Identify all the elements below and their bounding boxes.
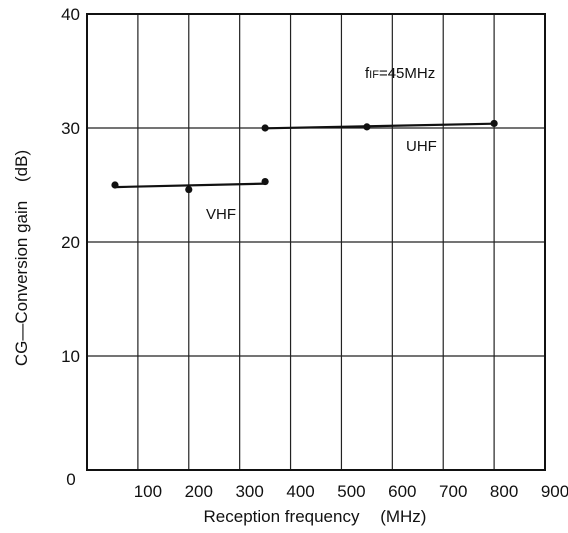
y-tick-label: 20 (61, 233, 80, 252)
x-tick-label: 700 (439, 482, 467, 501)
series-layer: VHF UHF (111, 119, 498, 223)
data-point (490, 119, 498, 128)
if-frequency-symbol: f (365, 65, 370, 82)
series-uhf: UHF (261, 119, 498, 155)
x-tick-label: 800 (490, 482, 518, 501)
x-tick-label: 200 (185, 482, 213, 501)
if-frequency-value: =45MHz (379, 65, 435, 82)
data-point (185, 185, 193, 194)
series-label-uhf: UHF (406, 138, 437, 155)
series-vhf: VHF (111, 177, 269, 223)
data-point (261, 124, 269, 132)
plot-frame (86, 13, 546, 471)
series-line-vhf (114, 182, 266, 189)
series-line-uhf (265, 122, 495, 130)
series-label-vhf: VHF (206, 206, 236, 223)
if-frequency-annotation: fIF=45MHz (365, 65, 435, 82)
y-axis-label: CG—Conversion gain (12, 201, 31, 366)
data-point (111, 181, 119, 189)
x-tick-label: 100 (134, 482, 162, 501)
y-axis-title: CG—Conversion gain (dB) (12, 150, 31, 366)
y-tick-label: 10 (61, 347, 80, 366)
x-tick-label: 600 (388, 482, 416, 501)
x-axis-unit: (MHz) (380, 507, 426, 526)
y-tick-label: 30 (61, 119, 80, 138)
y-axis-unit: (dB) (12, 150, 31, 182)
x-tick-label: 900 (541, 482, 568, 501)
tick-labels: 0 100 200 300 400 500 600 700 800 900 10 20 30 40 (61, 5, 568, 501)
x-tick-label: 500 (337, 482, 365, 501)
x-axis-label: Reception frequency (204, 507, 360, 526)
y-tick-label: 40 (61, 5, 80, 24)
x-tick-label: 300 (235, 482, 263, 501)
x-tick-label: 0 (66, 470, 75, 489)
data-point (363, 123, 371, 131)
x-axis-title: Reception frequency (MHz) (204, 507, 427, 526)
grid (87, 14, 545, 470)
data-point (261, 177, 269, 186)
if-frequency-subscript: IF (369, 69, 379, 81)
x-tick-label: 400 (286, 482, 314, 501)
